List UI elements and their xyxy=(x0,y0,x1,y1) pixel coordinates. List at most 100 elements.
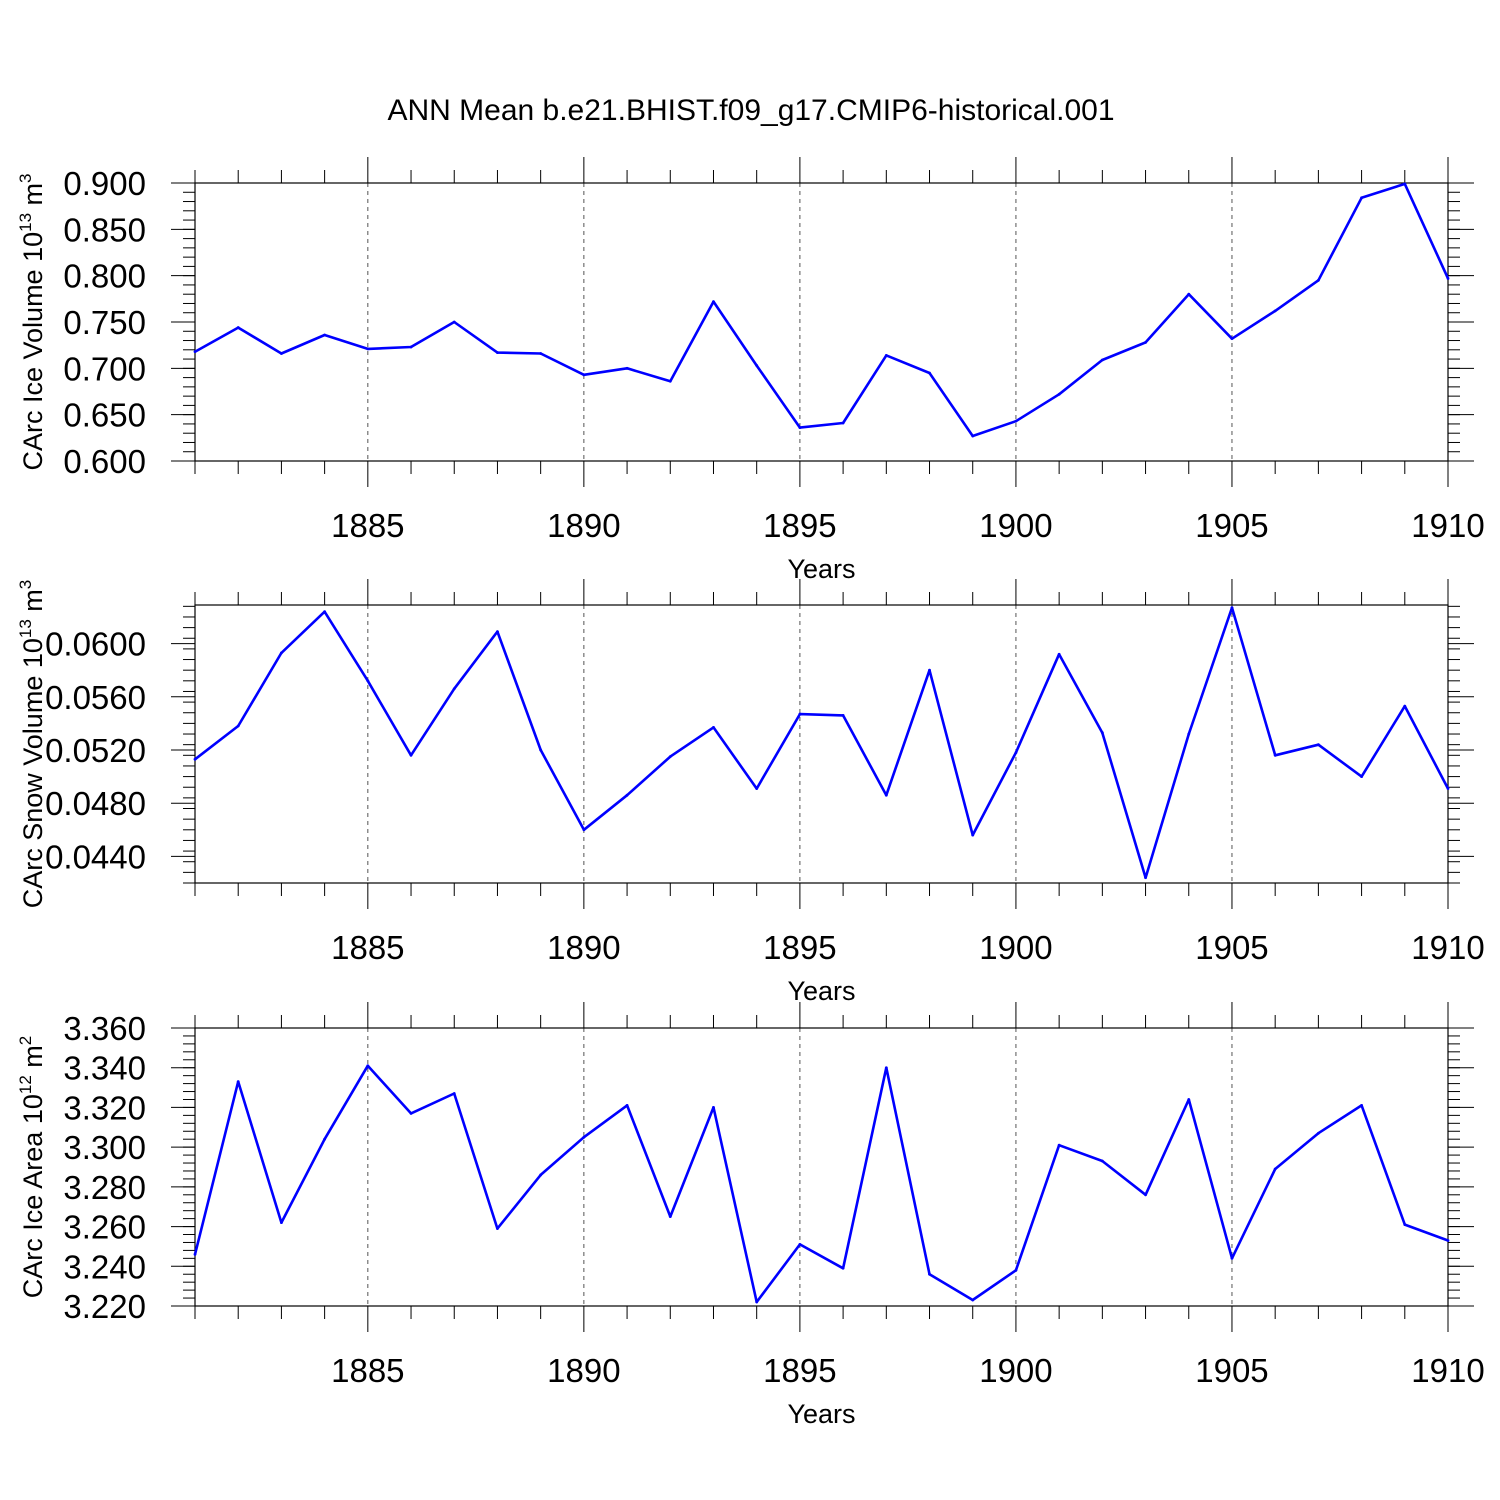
data-point xyxy=(1446,787,1450,790)
data-point xyxy=(1230,1256,1234,1260)
data-point xyxy=(323,1137,327,1141)
data-point xyxy=(841,421,845,425)
data-point xyxy=(712,725,715,729)
data-point xyxy=(1273,753,1277,757)
data-point xyxy=(928,1272,931,1276)
data-point xyxy=(884,793,888,797)
y-tick-label: 3.300 xyxy=(63,1129,146,1166)
data-point xyxy=(1273,1167,1277,1171)
data-point xyxy=(1100,358,1104,362)
data-point xyxy=(366,347,370,351)
series-line xyxy=(194,182,1450,438)
x-tick-label: 1910 xyxy=(1411,507,1484,544)
data-point xyxy=(1446,1239,1450,1242)
x-tick-label: 1895 xyxy=(763,929,836,966)
data-point xyxy=(1446,277,1450,280)
x-axis-label: Years xyxy=(787,1399,855,1429)
data-point xyxy=(712,1106,715,1109)
x-tick-label: 1905 xyxy=(1195,929,1268,966)
data-point xyxy=(755,364,759,367)
y-tick-label: 0.0560 xyxy=(45,679,146,716)
data-point xyxy=(409,345,413,349)
data-point xyxy=(452,1092,456,1095)
x-tick-label: 1890 xyxy=(547,929,620,966)
data-point xyxy=(668,1215,672,1219)
data-point xyxy=(236,326,240,329)
data-point xyxy=(1014,1268,1018,1272)
data-point xyxy=(452,687,456,691)
data-point xyxy=(1360,1104,1363,1107)
data-point xyxy=(798,712,802,716)
y-axis-label: CArc Ice Volume 1013 m3 xyxy=(16,173,48,470)
data-point xyxy=(1014,419,1018,423)
y-tick-label: 3.320 xyxy=(63,1089,146,1126)
data-point xyxy=(1316,278,1320,282)
data-point xyxy=(884,353,888,357)
x-tick-label: 1910 xyxy=(1411,929,1484,966)
data-point xyxy=(1187,292,1191,296)
data-point xyxy=(884,1066,888,1070)
x-tick-label: 1890 xyxy=(547,507,620,544)
y-tick-label: 3.360 xyxy=(63,1010,146,1047)
x-tick-label: 1895 xyxy=(763,507,836,544)
data-point xyxy=(1144,876,1147,880)
data-point xyxy=(1360,196,1363,200)
data-point xyxy=(582,373,586,377)
data-point xyxy=(712,300,715,304)
y-tick-label: 3.280 xyxy=(63,1169,146,1206)
data-point xyxy=(668,379,672,383)
panel-snow-volume: 0.0440 0.0480 0.0520 0.0560 0.0600 1885 1890 18… xyxy=(16,579,1485,1006)
data-point xyxy=(755,787,759,790)
data-point xyxy=(625,1104,629,1107)
y-tick-label: 0.0440 xyxy=(45,838,146,875)
x-tick-label: 1895 xyxy=(763,1352,836,1389)
y-tick-label: 0.750 xyxy=(63,304,146,341)
data-point xyxy=(496,351,499,354)
data-point xyxy=(1273,309,1277,313)
data-point xyxy=(1057,1143,1061,1147)
y-tick-label: 0.0520 xyxy=(45,732,146,769)
y-tick-label: 0.800 xyxy=(63,258,146,295)
data-point xyxy=(280,352,283,355)
data-point xyxy=(236,724,240,728)
data-point xyxy=(452,320,456,324)
y-tick-label: 3.340 xyxy=(63,1050,146,1087)
data-point xyxy=(280,1221,283,1224)
data-point xyxy=(1403,704,1407,708)
data-point xyxy=(193,350,197,354)
data-point xyxy=(928,668,931,672)
plot-frame xyxy=(194,604,1449,884)
panels: 0.600 0.650 0.700 0.750 0.800 0.850 0.900 1885 1… xyxy=(16,157,1485,1429)
y-tick-label: 0.600 xyxy=(63,443,146,480)
y-tick-label: 3.220 xyxy=(63,1288,146,1325)
data-point xyxy=(798,1243,802,1246)
data-point xyxy=(1144,340,1147,344)
data-point xyxy=(1403,1223,1407,1226)
data-point xyxy=(582,828,586,832)
data-point xyxy=(841,714,845,717)
figure-title: ANN Mean b.e21.BHIST.f09_g17.CMIP6-histo… xyxy=(387,94,1114,127)
data-point xyxy=(625,366,629,370)
data-point xyxy=(539,352,543,355)
x-tick-label: 1885 xyxy=(331,929,404,966)
x-tick-label: 1905 xyxy=(1195,1352,1268,1389)
data-point xyxy=(971,833,975,837)
plot-frame xyxy=(194,182,1449,462)
data-point xyxy=(1316,743,1320,747)
data-point xyxy=(1057,652,1061,656)
data-point xyxy=(496,630,499,634)
data-point xyxy=(193,1252,197,1256)
data-point xyxy=(668,755,672,759)
plot-frame xyxy=(194,1027,1449,1307)
data-point xyxy=(193,757,197,761)
data-point xyxy=(236,1080,240,1084)
data-point xyxy=(1100,731,1104,735)
data-point xyxy=(1014,751,1018,755)
data-point xyxy=(1316,1131,1320,1135)
series-line xyxy=(194,606,1450,880)
data-point xyxy=(366,1064,370,1068)
x-tick-label: 1900 xyxy=(979,1352,1052,1389)
data-point xyxy=(582,1135,586,1139)
y-tick-label: 0.0600 xyxy=(45,626,146,663)
